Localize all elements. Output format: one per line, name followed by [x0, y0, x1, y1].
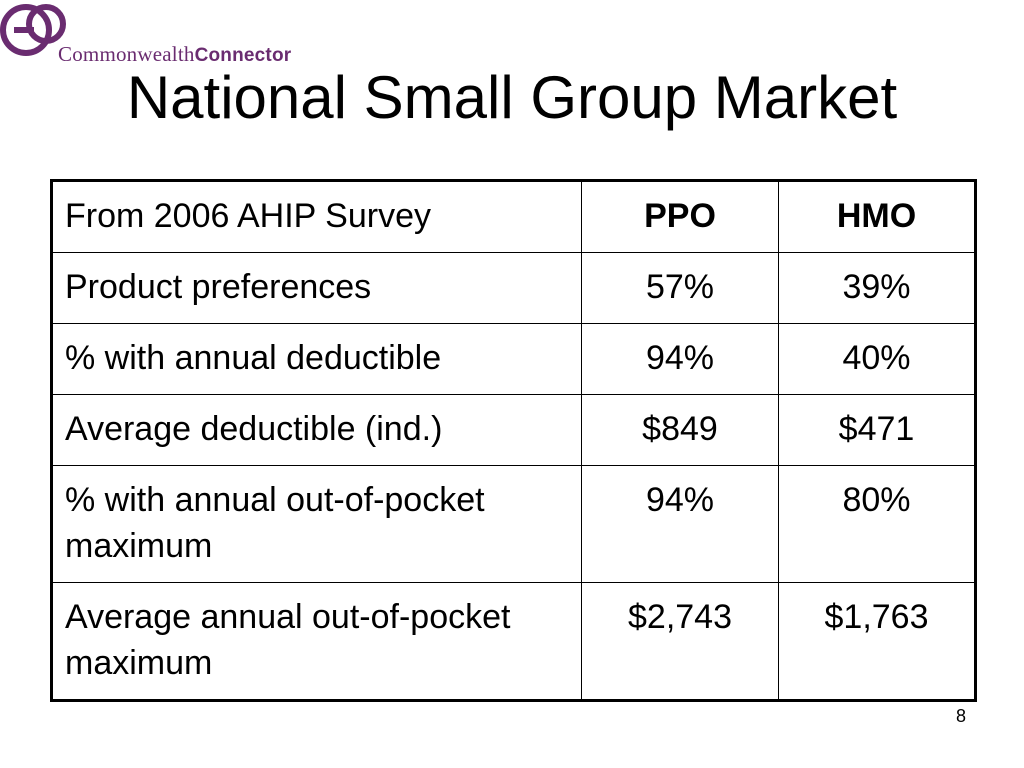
table-header-row: From 2006 AHIP Survey PPO HMO	[51, 180, 976, 253]
table-row: % with annual deductible 94% 40%	[51, 323, 976, 395]
row-label: % with annual deductible	[51, 323, 582, 395]
logo-text-bold: Connector	[194, 45, 292, 66]
row-label: Average annual out-of-pocket maximum	[51, 582, 582, 701]
row-label: % with annual out-of-pocket maximum	[51, 465, 582, 583]
ppo-value: 94%	[581, 323, 779, 395]
commonwealth-connector-logo: CommonwealthConnector	[0, 0, 380, 70]
header-cell-source: From 2006 AHIP Survey	[51, 180, 582, 253]
table-row: % with annual out-of-pocket maximum 94% …	[51, 465, 976, 583]
ppo-value: $849	[581, 394, 779, 466]
ppo-value: 94%	[581, 465, 779, 583]
table-row: Average annual out-of-pocket maximum $2,…	[51, 582, 976, 701]
logo-wordmark: CommonwealthConnector	[58, 42, 291, 67]
hmo-value: 80%	[778, 465, 976, 583]
connector-logo-icon	[0, 4, 66, 56]
header-cell-ppo: PPO	[581, 180, 779, 253]
header-cell-hmo: HMO	[778, 180, 976, 253]
table-row: Average deductible (ind.) $849 $471	[51, 394, 976, 466]
row-label: Average deductible (ind.)	[51, 394, 582, 466]
hmo-value: $471	[778, 394, 976, 466]
hmo-value: 40%	[778, 323, 976, 395]
slide-title: National Small Group Market	[126, 64, 898, 131]
hmo-value: $1,763	[778, 582, 976, 701]
table-row: Product preferences 57% 39%	[51, 252, 976, 324]
ppo-value: 57%	[581, 252, 779, 324]
data-table: From 2006 AHIP Survey PPO HMO Product pr…	[50, 179, 977, 702]
hmo-value: 39%	[778, 252, 976, 324]
row-label: Product preferences	[51, 252, 582, 324]
page-number: 8	[955, 706, 966, 726]
logo-text-regular: Commonwealth	[58, 42, 195, 66]
ppo-value: $2,743	[581, 582, 779, 701]
